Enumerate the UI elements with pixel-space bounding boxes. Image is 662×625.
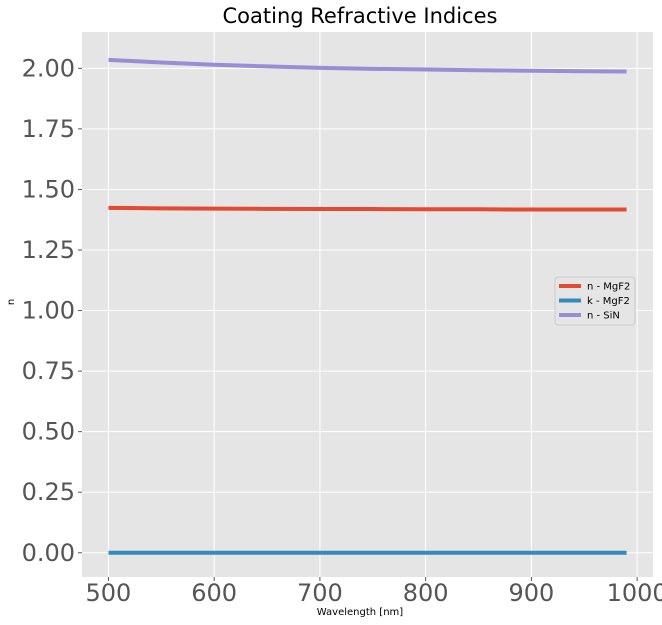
x-tick-label: 900 <box>508 579 554 607</box>
x-tick-label: 700 <box>297 579 343 607</box>
y-tick-label: 0.25 <box>22 478 75 506</box>
series-line-2 <box>108 57 627 74</box>
legend-items: n - MgF2 k - MgF2 n - SiN <box>559 282 630 322</box>
x-axis-title: Wavelength [nm] <box>317 607 403 618</box>
x-axis-ticks: 500 600 700 800 900 1000 <box>86 577 662 607</box>
legend: n - MgF2 k - MgF2 n - SiN <box>554 276 636 326</box>
y-tick-label: 2.00 <box>22 54 75 82</box>
y-tick-label: 0.00 <box>22 539 75 567</box>
x-tick-label: 600 <box>191 579 237 607</box>
y-tick-label: 1.00 <box>22 297 75 325</box>
x-tick-label: 500 <box>86 579 132 607</box>
legend-label: k - MgF2 <box>587 296 630 307</box>
legend-label: n - SiN <box>587 311 620 322</box>
series-lines <box>108 57 627 555</box>
y-axis-ticks: 0.00 0.25 0.50 0.75 1.00 1.25 1.50 1.75 2.00 <box>22 54 82 567</box>
y-tick-label: 1.50 <box>22 175 75 203</box>
y-axis-title: n <box>6 299 17 305</box>
series-line-0 <box>108 205 627 212</box>
x-tick-label: 1000 <box>607 579 662 607</box>
y-tick-label: 1.25 <box>22 236 75 264</box>
y-tick-label: 0.75 <box>22 357 75 385</box>
chart-title: Coating Refractive Indices <box>223 4 498 28</box>
x-tick-label: 800 <box>403 579 449 607</box>
legend-label: n - MgF2 <box>587 282 630 293</box>
y-tick-label: 0.50 <box>22 418 75 446</box>
y-tick-label: 1.75 <box>22 115 75 143</box>
